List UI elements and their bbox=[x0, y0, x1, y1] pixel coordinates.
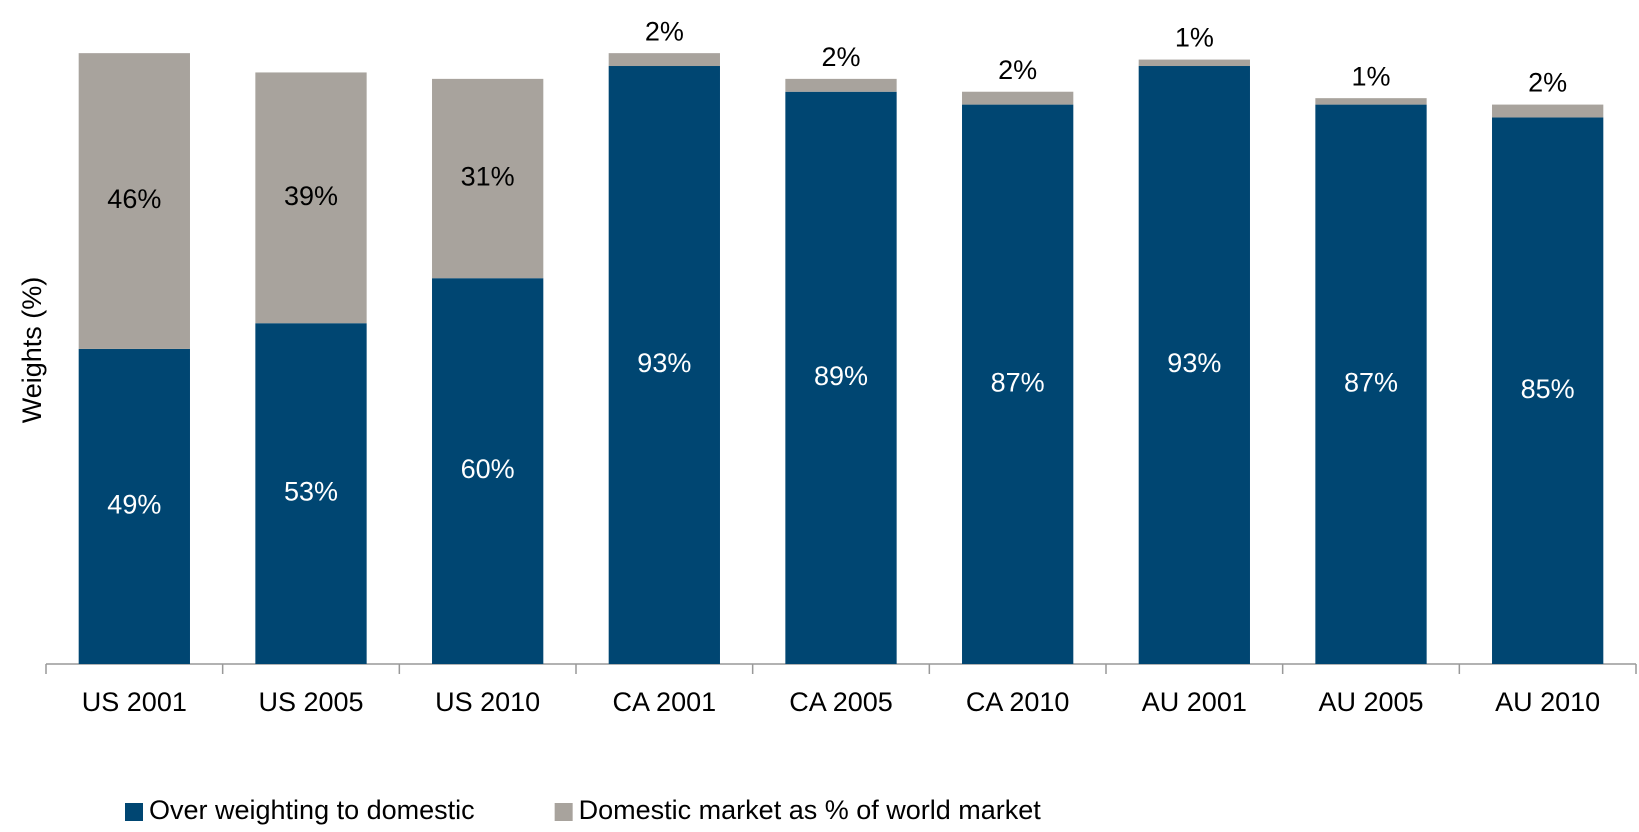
x-tick-label: AU 2005 bbox=[1318, 687, 1423, 717]
x-tick-label: US 2001 bbox=[82, 687, 187, 717]
data-label: 2% bbox=[1528, 68, 1567, 98]
data-label: 93% bbox=[1167, 348, 1221, 378]
bar-segment bbox=[432, 278, 544, 664]
bar-segment bbox=[1138, 59, 1250, 67]
data-label: 2% bbox=[645, 16, 684, 46]
bar-segment bbox=[608, 53, 720, 67]
legend-label: Domestic market as % of world market bbox=[579, 795, 1042, 825]
bar-segment bbox=[608, 66, 720, 664]
y-axis-label: Weights (%) bbox=[17, 277, 47, 424]
data-label: 49% bbox=[107, 490, 161, 520]
bar-segment bbox=[78, 348, 190, 664]
bar-segment bbox=[1138, 66, 1250, 664]
x-tick-label: CA 2001 bbox=[613, 687, 717, 717]
data-label: 87% bbox=[1344, 367, 1398, 397]
x-tick-label: CA 2005 bbox=[789, 687, 893, 717]
bar-segment bbox=[962, 91, 1074, 105]
legend-swatch bbox=[554, 803, 573, 821]
data-label: 87% bbox=[991, 367, 1045, 397]
data-label: 85% bbox=[1521, 374, 1575, 404]
data-label: 1% bbox=[1351, 61, 1390, 91]
data-label: 2% bbox=[998, 55, 1037, 85]
bar-segment bbox=[1492, 104, 1604, 118]
bar-segment bbox=[785, 78, 897, 92]
data-label: 46% bbox=[107, 184, 161, 214]
legend-label: Over weighting to domestic bbox=[149, 795, 475, 825]
bar-segment bbox=[1315, 104, 1427, 665]
data-label: 89% bbox=[814, 361, 868, 391]
bar-segment bbox=[1315, 98, 1427, 105]
bar-segment bbox=[78, 53, 190, 349]
data-label: 93% bbox=[637, 348, 691, 378]
x-tick-label: AU 2010 bbox=[1495, 687, 1600, 717]
bar-segment bbox=[785, 91, 897, 665]
data-label: 2% bbox=[821, 42, 860, 72]
legend-swatch bbox=[125, 803, 143, 821]
x-tick-label: US 2005 bbox=[258, 687, 363, 717]
data-label: 31% bbox=[461, 162, 515, 192]
bar-segment bbox=[432, 78, 544, 279]
x-tick-label: CA 2010 bbox=[966, 687, 1070, 717]
data-label: 53% bbox=[284, 477, 338, 507]
bar-segment bbox=[1492, 117, 1604, 664]
bar-segment bbox=[255, 72, 367, 324]
bar-segment bbox=[255, 323, 367, 664]
data-label: 1% bbox=[1175, 23, 1214, 53]
x-tick-label: AU 2001 bbox=[1142, 687, 1247, 717]
data-label: 39% bbox=[284, 181, 338, 211]
data-label: 60% bbox=[461, 454, 515, 484]
bar-segment bbox=[962, 104, 1074, 665]
x-tick-label: US 2010 bbox=[435, 687, 540, 717]
